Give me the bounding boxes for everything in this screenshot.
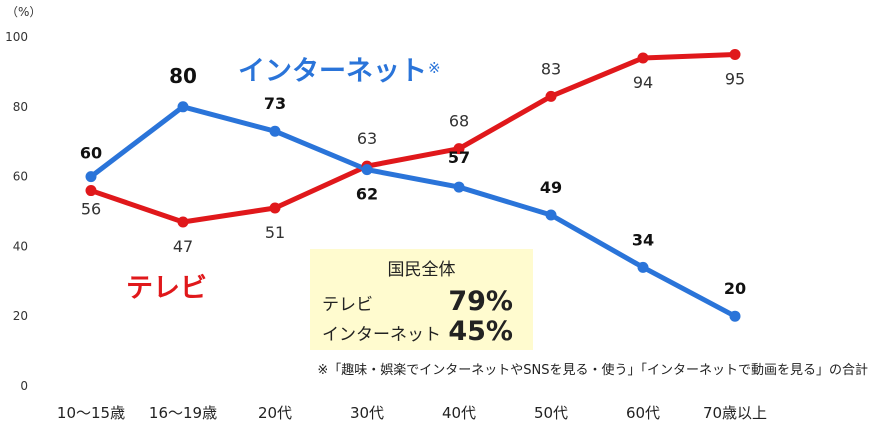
data-label: 68: [449, 112, 469, 131]
data-point: [545, 90, 557, 102]
data-point: [545, 209, 557, 221]
y-tick-label: 40: [13, 239, 28, 253]
data-labels: 56 47 51 63 68 83 94 95 60 80 73 62 57 49 34 20: [80, 59, 746, 298]
data-label: 95: [725, 69, 745, 88]
data-label: 83: [541, 59, 561, 78]
summary-title: 国民全体: [387, 260, 456, 280]
data-point: [453, 143, 465, 155]
x-axis-ticks: 10～15歳 16～19歳 20代 30代 40代 50代 60代 70歳以上: [57, 404, 767, 422]
data-point: [729, 310, 741, 322]
data-point: [85, 171, 97, 183]
data-label: 49: [540, 178, 562, 197]
data-label: 60: [80, 144, 102, 163]
data-label: 80: [169, 64, 197, 88]
y-tick-label: 100: [5, 30, 28, 44]
y-tick-label: 60: [13, 170, 28, 184]
data-label: 94: [633, 73, 653, 92]
data-label: 34: [632, 230, 654, 249]
series-line: [88, 104, 738, 319]
x-tick-label: 60代: [626, 404, 660, 422]
y-tick-label: 80: [13, 100, 28, 114]
x-tick-label: 70歳以上: [703, 404, 767, 422]
data-label: 56: [81, 200, 101, 219]
data-label: 47: [173, 237, 193, 256]
summary-label-internet: インターネット: [322, 325, 441, 345]
data-label: 73: [264, 94, 286, 113]
summary-box: 国民全体 テレビ 79% インターネット 45%: [310, 249, 533, 350]
footnote: ※「趣味・娯楽でインターネットやSNSを見る・使う」「インターネットで動画を見る…: [317, 362, 868, 378]
data-point: [453, 181, 465, 193]
x-tick-label: 10～15歳: [57, 404, 125, 422]
data-label: 51: [265, 223, 285, 242]
y-axis-ticks: 0 20 40 60 80 100: [5, 30, 28, 393]
legend-internet: インターネット: [238, 56, 427, 87]
series-lines: [88, 51, 738, 319]
x-tick-label: 50代: [534, 404, 568, 422]
x-tick-label: 16～19歳: [149, 404, 217, 422]
x-tick-label: 40代: [442, 404, 476, 422]
y-tick-label: 0: [20, 379, 28, 393]
data-label: 63: [357, 129, 377, 148]
series-points: [85, 48, 741, 322]
data-point: [85, 185, 97, 197]
data-point: [637, 52, 649, 64]
y-axis-unit: （%）: [6, 5, 41, 19]
data-label: 57: [448, 148, 470, 167]
data-label: 62: [356, 185, 378, 204]
summary-row-tv: テレビ 79%: [322, 283, 527, 317]
series-line: [88, 51, 738, 225]
summary-row-internet: インターネット 45%: [322, 313, 527, 347]
data-point: [177, 216, 189, 228]
summary-label-tv: テレビ: [322, 295, 373, 315]
legend-internet-note-mark: ※: [428, 59, 441, 77]
data-point: [269, 125, 281, 137]
legend-tv: テレビ: [126, 273, 207, 304]
x-tick-label: 30代: [350, 404, 384, 422]
data-point: [637, 261, 649, 273]
data-point: [729, 48, 741, 60]
summary-value-internet: 45%: [448, 316, 513, 347]
y-tick-label: 20: [13, 309, 28, 323]
data-point: [177, 101, 189, 113]
summary-value-tv: 79%: [448, 286, 513, 317]
data-point: [269, 202, 281, 214]
data-label: 20: [724, 279, 746, 298]
x-tick-label: 20代: [258, 404, 292, 422]
data-point: [361, 164, 373, 176]
